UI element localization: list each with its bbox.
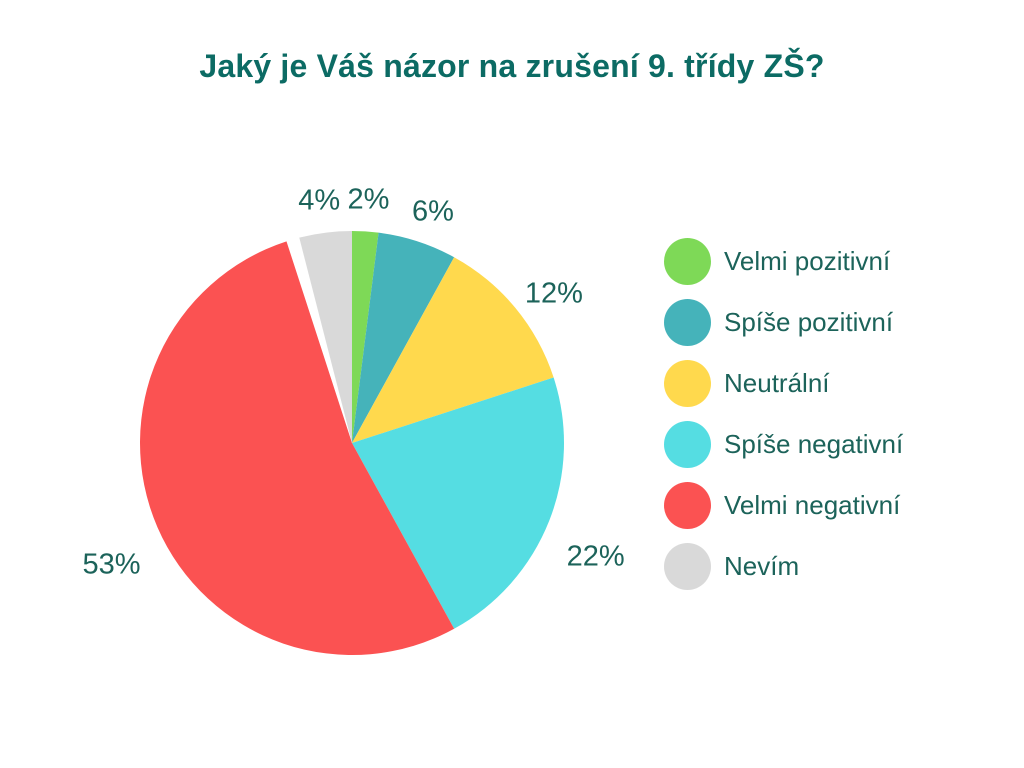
legend-swatch-icon — [664, 421, 711, 468]
pie-slice-nevim — [299, 231, 352, 443]
legend-swatch-icon — [664, 482, 711, 529]
legend-swatch-icon — [664, 299, 711, 346]
legend-label: Velmi pozitivní — [724, 246, 891, 276]
legend-item: Nevím — [664, 543, 903, 590]
slice-value-label-velmi-negativni: 53% — [82, 548, 141, 581]
pie-slice-velmi-negativni — [140, 241, 455, 655]
slice-value-label-neutralni: 12% — [524, 277, 583, 310]
legend-item: Velmi negativní — [664, 482, 903, 529]
slice-value-label-velmi-pozitivni: 2% — [347, 183, 390, 216]
pie-slice-velmi-pozitivni — [352, 231, 379, 443]
legend-label: Nevím — [724, 551, 800, 581]
legend-item: Velmi pozitivní — [664, 238, 903, 285]
legend-label: Spíše negativní — [724, 429, 904, 459]
pie-slice-spise-negativni — [352, 377, 564, 629]
pie-slice-neutralni — [352, 257, 554, 443]
legend-label: Velmi negativní — [724, 490, 901, 520]
slice-value-label-spise-pozitivni: 6% — [411, 195, 454, 228]
legend-swatch-icon — [664, 543, 711, 590]
legend-swatch-icon — [664, 360, 711, 407]
legend-label: Neutrální — [724, 368, 830, 398]
pie-slice-spise-pozitivni — [352, 232, 455, 443]
legend-item: Spíše pozitivní — [664, 299, 903, 346]
chart-title: Jaký je Váš názor na zrušení 9. třídy ZŠ… — [199, 48, 825, 84]
slice-value-label-spise-negativni: 22% — [566, 540, 625, 573]
legend-item: Spíše negativní — [664, 421, 903, 468]
slice-value-label-nevim: 4% — [298, 184, 341, 217]
legend-item: Neutrální — [664, 360, 903, 407]
legend: Velmi pozitivní Spíše pozitivní Neutráln… — [664, 238, 903, 590]
legend-label: Spíše pozitivní — [724, 307, 894, 337]
legend-swatch-icon — [664, 238, 711, 285]
